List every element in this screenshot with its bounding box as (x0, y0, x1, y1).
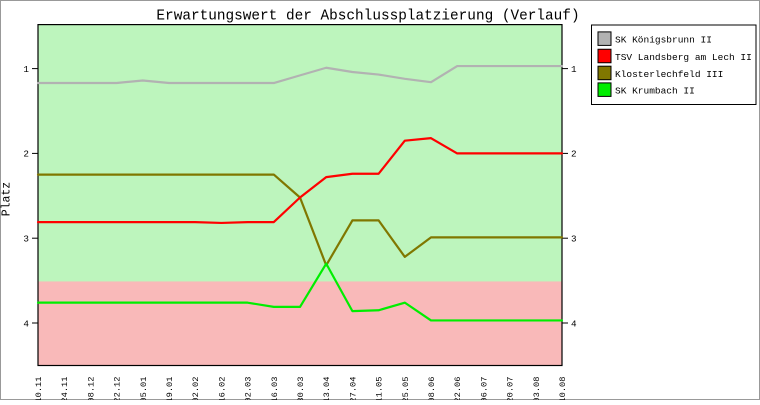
svg-text:02.02: 02.02 (191, 377, 201, 401)
svg-text:Klosterlechfeld III: Klosterlechfeld III (615, 69, 723, 80)
svg-text:4: 4 (571, 318, 577, 329)
svg-text:24.11: 24.11 (60, 377, 70, 401)
svg-text:3: 3 (23, 234, 29, 245)
svg-text:03.08: 03.08 (532, 377, 542, 401)
svg-text:27.04: 27.04 (348, 377, 358, 401)
svg-text:25.05: 25.05 (401, 377, 411, 401)
svg-text:16.02: 16.02 (217, 377, 227, 401)
svg-text:08.06: 08.06 (427, 377, 437, 401)
svg-text:1: 1 (571, 64, 577, 75)
svg-text:16.03: 16.03 (270, 377, 280, 401)
svg-text:13.04: 13.04 (322, 377, 332, 401)
svg-text:TSV Landsberg am Lech II: TSV Landsberg am Lech II (615, 52, 752, 63)
svg-text:2: 2 (23, 149, 29, 160)
svg-text:4: 4 (23, 318, 29, 329)
svg-text:SK Königsbrunn II: SK Königsbrunn II (615, 35, 712, 46)
svg-text:02.03: 02.03 (244, 377, 254, 401)
svg-text:11.05: 11.05 (375, 377, 385, 401)
svg-text:10.08: 10.08 (558, 377, 568, 401)
svg-text:2: 2 (571, 149, 577, 160)
svg-text:3: 3 (571, 234, 577, 245)
svg-text:Platz: Platz (1, 182, 14, 217)
svg-text:22.06: 22.06 (453, 377, 463, 401)
svg-text:10.11: 10.11 (34, 377, 44, 401)
svg-text:19.01: 19.01 (165, 377, 175, 401)
svg-text:22.12: 22.12 (113, 377, 123, 401)
svg-text:06.07: 06.07 (479, 377, 489, 400)
svg-text:05.01: 05.01 (139, 377, 149, 401)
svg-text:08.12: 08.12 (86, 377, 96, 401)
svg-text:1: 1 (23, 64, 29, 75)
svg-text:30.03: 30.03 (296, 377, 306, 401)
svg-text:20.07: 20.07 (506, 377, 516, 401)
svg-text:SK Krumbach II: SK Krumbach II (615, 86, 695, 97)
svg-text:Erwartungswert der Abschlusspl: Erwartungswert der Abschlussplatzierung … (156, 9, 579, 25)
